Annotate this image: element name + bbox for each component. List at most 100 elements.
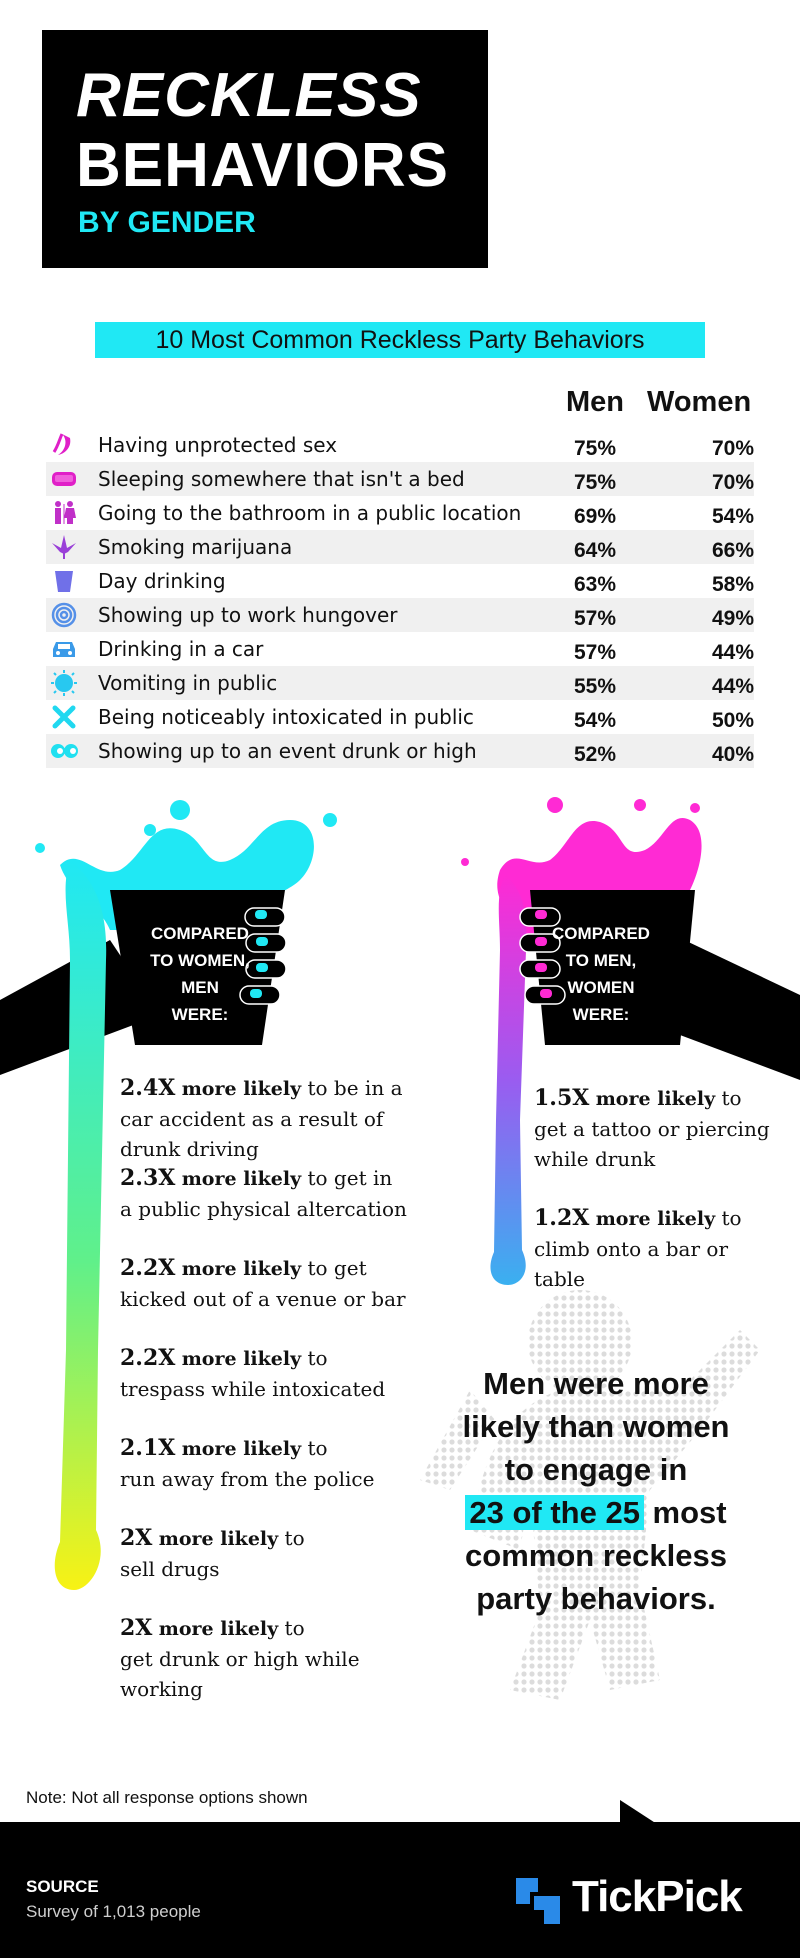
stat-more-likely: more likely (181, 1438, 302, 1460)
stat-multiplier: 2X (120, 1615, 153, 1641)
stat-multiplier: 1.2X (534, 1205, 590, 1231)
row-label: Drinking in a car (98, 637, 264, 661)
leaf-icon (52, 535, 76, 559)
stat-text: to be in a (307, 1076, 403, 1100)
stat-text: working (120, 1677, 203, 1701)
stat-text: drunk driving (120, 1137, 259, 1161)
stat-text: a public physical altercation (120, 1197, 407, 1221)
car-icon (53, 642, 75, 657)
row-value-men: 57% (574, 641, 617, 664)
table-row: Smoking marijuana 64% 66% (46, 530, 754, 564)
women-cup-line: TO MEN, (565, 951, 637, 970)
stat-more-likely: more likely (158, 1618, 279, 1640)
callout-line: party behaviors. (476, 1581, 716, 1616)
men-stat-5: 2.1X more likely to run away from the po… (120, 1433, 450, 1494)
behavior-table: Having unprotected sex 75% 70% Sleeping … (46, 428, 754, 768)
stat-text: run away from the police (120, 1467, 375, 1491)
stat-multiplier: 1.5X (534, 1085, 590, 1111)
title-line-2: BEHAVIORS (76, 131, 450, 200)
cup-icon (55, 571, 73, 592)
row-value-men: 64% (574, 539, 617, 562)
table-row: Showing up to work hungover 57% 49% (46, 598, 754, 632)
stat-text: sell drugs (120, 1557, 220, 1581)
row-value-women: 54% (712, 505, 755, 528)
couch-icon (52, 472, 76, 486)
row-label: Vomiting in public (98, 671, 278, 695)
footnote: Note: Not all response options shown (26, 1788, 308, 1807)
stat-more-likely: more likely (181, 1348, 302, 1370)
men-stat-1: 2.4X more likely to be in a car accident… (120, 1073, 450, 1164)
row-label: Being noticeably intoxicated in public (98, 705, 474, 729)
men-stat-4: 2.2X more likely to trespass while intox… (120, 1343, 450, 1404)
row-value-women: 40% (712, 743, 755, 766)
footer (0, 1822, 800, 1958)
banana-icon (52, 433, 71, 455)
title-block: RECKLESS BEHAVIORS BY GENDER (42, 30, 488, 268)
women-cup-line: COMPARED (552, 924, 650, 943)
stat-text: kicked out of a venue or bar (120, 1287, 406, 1311)
row-value-men: 55% (574, 675, 617, 698)
source-label: SOURCE (26, 1877, 99, 1896)
callout-line: to engage in (504, 1452, 688, 1487)
stat-text: car accident as a result of (120, 1107, 384, 1131)
table-row: Going to the bathroom in a public locati… (46, 496, 754, 530)
row-label: Showing up to work hungover (98, 603, 398, 627)
row-value-men: 52% (574, 743, 617, 766)
row-value-men: 69% (574, 505, 617, 528)
men-stat-2: 2.3X more likely to get in a public phys… (120, 1163, 450, 1224)
row-label: Showing up to an event drunk or high (98, 739, 477, 763)
table-row: Showing up to an event drunk or high 52%… (46, 734, 754, 768)
row-value-women: 44% (712, 641, 755, 664)
title-line-1: RECKLESS (76, 61, 422, 130)
women-cup-icon (519, 890, 695, 1045)
men-cup-line: MEN (181, 978, 219, 997)
stat-text: get a tattoo or piercing (534, 1117, 770, 1141)
stat-text: while drunk (534, 1147, 656, 1171)
stat-more-likely: more likely (181, 1078, 302, 1100)
row-value-women: 44% (712, 675, 755, 698)
stat-more-likely: more likely (595, 1208, 716, 1230)
stat-multiplier: 2.1X (120, 1435, 176, 1461)
men-stat-3: 2.2X more likely to get kicked out of a … (120, 1253, 450, 1314)
row-value-women: 66% (712, 539, 755, 562)
row-value-men: 75% (574, 437, 617, 460)
source-text: Survey of 1,013 people (26, 1902, 201, 1921)
stat-text: to (721, 1086, 742, 1110)
column-header-men: Men (566, 386, 624, 418)
row-label: Sleeping somewhere that isn't a bed (98, 467, 465, 491)
stat-text: to (307, 1346, 328, 1370)
men-cup-line: WERE: (171, 1005, 229, 1024)
stat-text: to get in (307, 1166, 393, 1190)
spiral-icon (51, 602, 77, 628)
summary-callout: Men were more likely than women to engag… (436, 1362, 756, 1620)
men-cup-icon (110, 890, 287, 1045)
stat-text: trespass while intoxicated (120, 1377, 386, 1401)
stat-text: climb onto a bar or (534, 1237, 729, 1261)
women-stat-1: 1.5X more likely to get a tattoo or pier… (534, 1083, 796, 1174)
row-value-men: 63% (574, 573, 617, 596)
stat-text: to get (307, 1256, 367, 1280)
men-cup-line: TO WOMEN, (150, 951, 250, 970)
eyes-icon (51, 744, 78, 758)
row-label: Going to the bathroom in a public locati… (98, 501, 522, 525)
men-stat-6: 2X more likely to sell drugs (120, 1523, 450, 1584)
table-row: Having unprotected sex 75% 70% (46, 428, 754, 462)
men-cup-label: COMPARED TO WOMEN, MEN WERE: (120, 920, 280, 1028)
restroom-icon (55, 501, 76, 524)
stat-multiplier: 2.3X (120, 1165, 176, 1191)
row-value-men: 75% (574, 471, 617, 494)
title-subline: BY GENDER (78, 206, 256, 239)
stat-text: to (284, 1526, 305, 1550)
table-row: Day drinking 63% 58% (46, 564, 754, 598)
stat-multiplier: 2X (120, 1525, 153, 1551)
stat-text: to (284, 1616, 305, 1640)
women-cup-line: WERE: (572, 1005, 630, 1024)
stat-more-likely: more likely (181, 1258, 302, 1280)
women-stat-2: 1.2X more likely to climb onto a bar or … (534, 1203, 796, 1294)
row-label: Smoking marijuana (98, 535, 293, 559)
row-value-women: 70% (712, 437, 755, 460)
table-row: Sleeping somewhere that isn't a bed 75% … (46, 462, 754, 496)
callout-line: likely than women (462, 1409, 730, 1444)
row-value-men: 57% (574, 607, 617, 630)
women-cup-line: WOMEN (567, 978, 635, 997)
